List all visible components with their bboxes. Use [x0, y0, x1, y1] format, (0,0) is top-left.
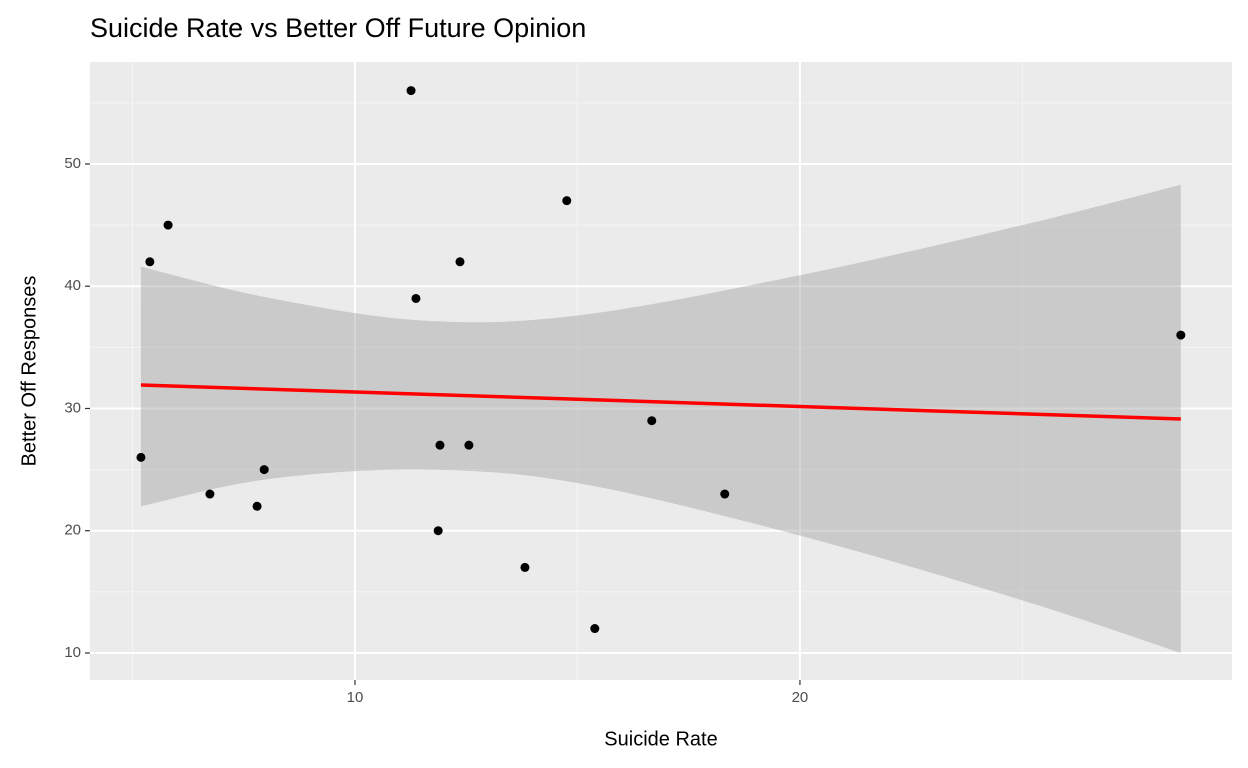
y-axis-title: Better Off Responses: [18, 276, 40, 467]
point: [562, 196, 572, 206]
y-tick-label: 10: [64, 644, 81, 661]
point: [520, 562, 530, 572]
point: [205, 489, 215, 499]
point: [1176, 330, 1186, 340]
x-tick-label: 10: [347, 689, 364, 706]
point: [455, 257, 465, 267]
y-tick-label: 20: [64, 522, 81, 539]
point: [163, 220, 173, 230]
point: [406, 86, 416, 96]
point: [647, 416, 657, 426]
y-tick-label: 30: [64, 399, 81, 416]
point: [136, 452, 146, 462]
point: [435, 440, 445, 450]
fit-line: [140, 383, 1181, 421]
point: [590, 624, 600, 634]
point: [145, 257, 155, 267]
y-tick-label: 50: [64, 155, 81, 172]
x-tick-label: 20: [792, 689, 809, 706]
point: [720, 489, 730, 499]
point: [252, 501, 262, 511]
confidence-band: [140, 184, 1181, 653]
point: [464, 440, 474, 450]
point: [411, 293, 421, 303]
point: [433, 526, 443, 536]
point: [259, 465, 269, 475]
y-tick-label: 40: [64, 277, 81, 294]
chart-title: Suicide Rate vs Better Off Future Opinio…: [90, 13, 586, 43]
x-axis-title: Suicide Rate: [604, 728, 717, 750]
panel: [90, 62, 1232, 680]
